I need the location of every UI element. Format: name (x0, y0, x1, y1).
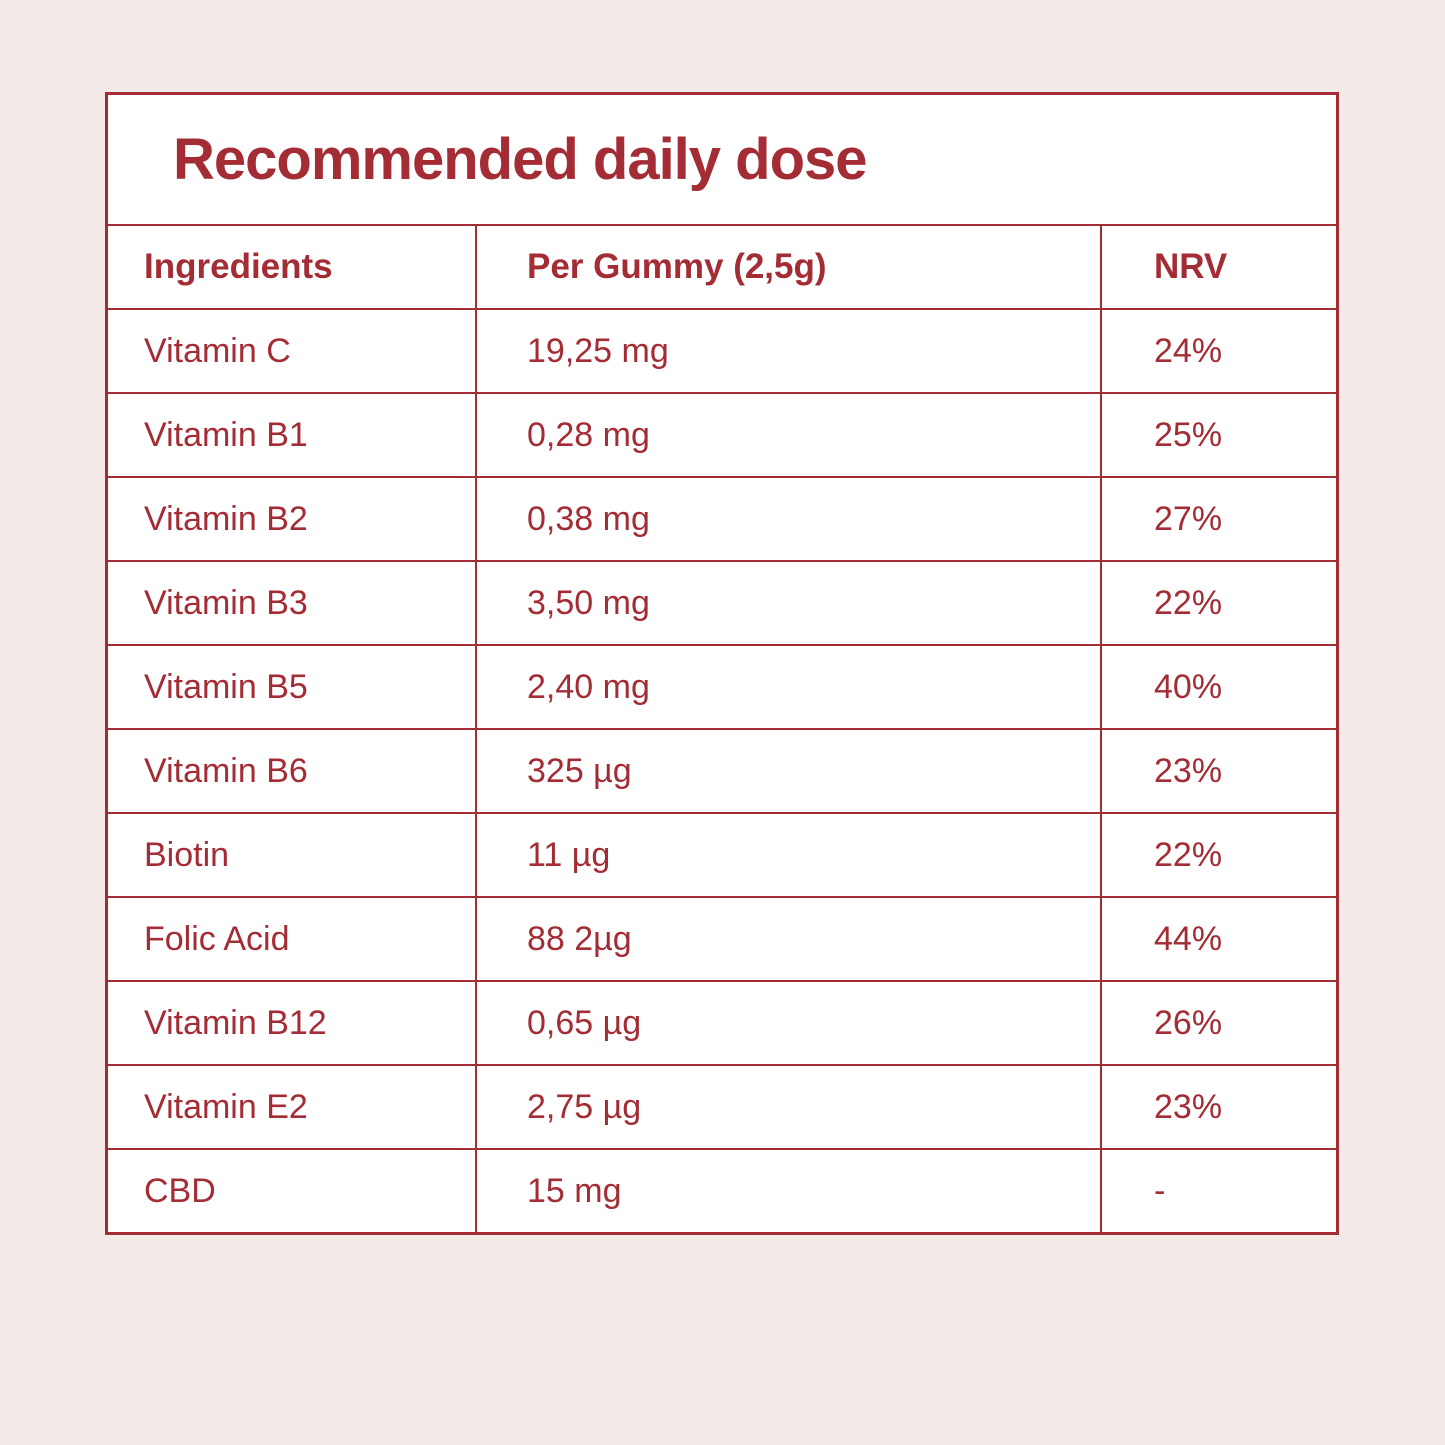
table-row: Vitamin C 19,25 mg 24% (108, 308, 1336, 392)
ingredient-name: Biotin (144, 835, 230, 874)
per-gummy-value: 0,38 mg (475, 478, 1100, 560)
ingredient-name: Vitamin B1 (144, 415, 308, 454)
ingredient-name: Folic Acid (144, 919, 290, 958)
ingredient-name: Vitamin B6 (144, 751, 308, 790)
ingredient-name: Vitamin E2 (144, 1087, 308, 1126)
column-header-per-gummy: Per Gummy (2,5g) (475, 226, 1100, 308)
per-gummy-value: 325 µg (475, 730, 1100, 812)
nrv-value: 24% (1100, 310, 1336, 392)
per-gummy-value: 11 µg (475, 814, 1100, 896)
ingredient-name: Vitamin B5 (144, 667, 308, 706)
ingredient-name: Vitamin B3 (144, 583, 308, 622)
ingredient-name: Vitamin B12 (144, 1003, 327, 1042)
nrv-value: 22% (1100, 562, 1336, 644)
nrv-value: 40% (1100, 646, 1336, 728)
table-row: Vitamin B2 0,38 mg 27% (108, 476, 1336, 560)
per-gummy-value: 2,40 mg (475, 646, 1100, 728)
table-row: CBD 15 mg - (108, 1148, 1336, 1232)
table-title: Recommended daily dose (173, 127, 868, 192)
table-row: Folic Acid 88 2µg 44% (108, 896, 1336, 980)
per-gummy-value: 88 2µg (475, 898, 1100, 980)
table-row: Vitamin B12 0,65 µg 26% (108, 980, 1336, 1064)
nrv-value: 25% (1100, 394, 1336, 476)
table-row: Vitamin B3 3,50 mg 22% (108, 560, 1336, 644)
column-header-nrv: NRV (1100, 226, 1336, 308)
table-row: Vitamin B5 2,40 mg 40% (108, 644, 1336, 728)
nrv-value: 27% (1100, 478, 1336, 560)
per-gummy-value: 0,65 µg (475, 982, 1100, 1064)
per-gummy-value: 19,25 mg (475, 310, 1100, 392)
table-title-band: Recommended daily dose (108, 95, 1336, 224)
nrv-value: 44% (1100, 898, 1336, 980)
column-header-ingredients: Ingredients (144, 247, 333, 286)
ingredient-name: Vitamin B2 (144, 499, 308, 538)
nrv-value: - (1100, 1150, 1336, 1232)
dosage-table-card: Recommended daily dose Ingredients Per G… (105, 92, 1339, 1235)
nrv-value: 23% (1100, 730, 1336, 812)
per-gummy-value: 0,28 mg (475, 394, 1100, 476)
nrv-value: 26% (1100, 982, 1336, 1064)
ingredient-name: CBD (144, 1171, 216, 1210)
nrv-value: 23% (1100, 1066, 1336, 1148)
table-row: Vitamin B6 325 µg 23% (108, 728, 1336, 812)
per-gummy-value: 2,75 µg (475, 1066, 1100, 1148)
per-gummy-value: 15 mg (475, 1150, 1100, 1232)
table-header-row: Ingredients Per Gummy (2,5g) NRV (108, 224, 1336, 308)
table-row: Biotin 11 µg 22% (108, 812, 1336, 896)
per-gummy-value: 3,50 mg (475, 562, 1100, 644)
table-row: Vitamin B1 0,28 mg 25% (108, 392, 1336, 476)
nrv-value: 22% (1100, 814, 1336, 896)
table-row: Vitamin E2 2,75 µg 23% (108, 1064, 1336, 1148)
ingredient-name: Vitamin C (144, 331, 291, 370)
